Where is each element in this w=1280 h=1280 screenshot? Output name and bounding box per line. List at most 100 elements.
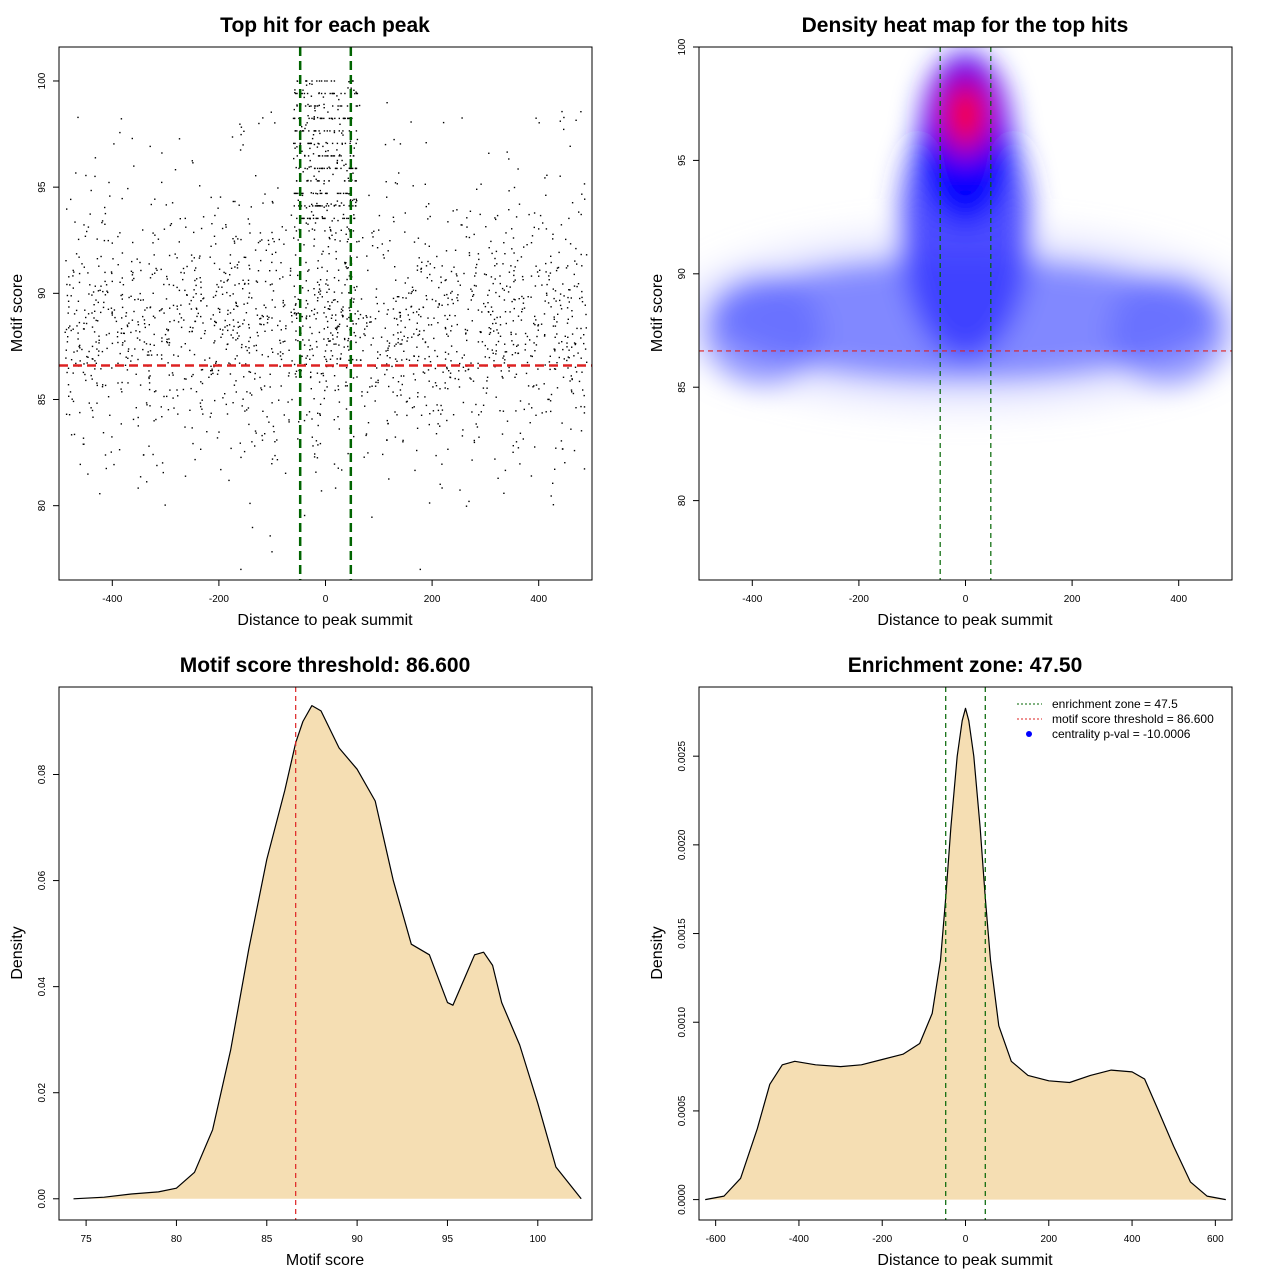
scatter-point	[353, 155, 355, 157]
scatter-point	[269, 386, 271, 388]
scatter-point	[490, 240, 492, 243]
scatter-point	[320, 92, 323, 95]
scatter-point	[499, 282, 501, 285]
scatter-point	[111, 436, 113, 438]
scatter-point	[552, 504, 555, 506]
scatter-point	[327, 246, 330, 248]
scatter-point	[567, 318, 569, 320]
scatter-point	[183, 272, 185, 274]
panel-distance-density-y-label: Density	[649, 926, 666, 979]
scatter-point	[448, 370, 450, 372]
scatter-point	[456, 275, 458, 277]
scatter-point	[437, 409, 440, 412]
scatter-point	[302, 325, 304, 327]
scatter-point	[341, 292, 343, 294]
scatter-point	[417, 359, 419, 362]
scatter-point	[315, 192, 317, 195]
scatter-point	[318, 381, 321, 383]
scatter-point	[313, 308, 316, 310]
scatter-point	[311, 137, 314, 140]
scatter-point	[580, 405, 582, 408]
scatter-point	[166, 338, 168, 341]
scatter-point	[374, 385, 377, 387]
scatter-point	[100, 285, 102, 287]
scatter-point	[301, 192, 303, 195]
scatter-point	[352, 323, 354, 325]
scatter-point	[340, 229, 342, 231]
scatter-point	[316, 80, 318, 82]
scatter-point	[544, 364, 546, 366]
scatter-point	[543, 383, 545, 385]
scatter-point	[556, 362, 558, 364]
scatter-point	[289, 270, 292, 272]
scatter-point	[534, 350, 536, 352]
scatter-point	[553, 318, 555, 320]
scatter-point	[305, 280, 307, 282]
scatter-point	[284, 472, 287, 474]
scatter-point	[232, 238, 234, 240]
scatter-point	[120, 118, 123, 120]
scatter-point	[225, 348, 227, 350]
scatter-point	[322, 217, 325, 220]
scatter-point	[101, 386, 104, 388]
scatter-point	[237, 238, 239, 240]
scatter-point	[130, 331, 132, 334]
scatter-point	[78, 281, 81, 284]
scatter-point	[397, 338, 399, 340]
scatter-point	[75, 253, 78, 255]
scatter-point	[444, 358, 447, 360]
scatter-point	[298, 167, 300, 170]
scatter-point	[247, 407, 250, 409]
scatter-point	[148, 354, 150, 356]
scatter-point	[447, 297, 449, 299]
scatter-point	[130, 360, 132, 362]
scatter-point	[311, 80, 313, 82]
scatter-point	[319, 442, 322, 445]
scatter-point	[313, 288, 315, 290]
scatter-point	[113, 143, 115, 145]
scatter-point	[100, 255, 102, 258]
scatter-point	[425, 265, 428, 267]
scatter-point	[538, 275, 540, 277]
scatter-point	[294, 373, 297, 375]
scatter-point	[202, 413, 204, 415]
scatter-point	[302, 171, 304, 173]
scatter-point	[477, 309, 480, 311]
scatter-point	[314, 130, 317, 132]
scatter-point	[571, 346, 573, 348]
scatter-point	[98, 342, 100, 344]
scatter-point	[356, 200, 358, 202]
scatter-point	[387, 347, 389, 349]
scatter-point	[465, 332, 467, 334]
scatter-point	[335, 204, 337, 206]
scatter-point	[327, 150, 329, 152]
scatter-point	[295, 180, 298, 182]
scatter-point	[503, 299, 506, 301]
scatter-point	[338, 155, 340, 157]
scatter-point	[308, 205, 311, 207]
scatter-point	[305, 222, 307, 224]
scatter-point	[305, 315, 308, 317]
scatter-point	[429, 263, 431, 265]
scatter-point	[229, 295, 231, 297]
scatter-point	[255, 344, 257, 347]
scatter-point	[468, 500, 470, 503]
scatter-point	[310, 95, 313, 97]
scatter-point	[131, 137, 133, 140]
scatter-point	[407, 337, 409, 339]
scatter-point	[338, 325, 340, 328]
scatter-point	[235, 302, 237, 305]
scatter-point	[578, 380, 581, 383]
scatter-point	[321, 296, 323, 298]
scatter-point	[466, 339, 468, 342]
scatter-point	[423, 329, 425, 332]
scatter-point	[342, 134, 344, 136]
scatter-point	[121, 277, 123, 279]
scatter-point	[399, 343, 401, 345]
scatter-point	[287, 401, 289, 403]
scatter-point	[543, 335, 546, 337]
scatter-point	[148, 263, 150, 265]
scatter-point	[153, 344, 155, 346]
scatter-point	[331, 117, 333, 120]
scatter-point	[495, 322, 497, 324]
